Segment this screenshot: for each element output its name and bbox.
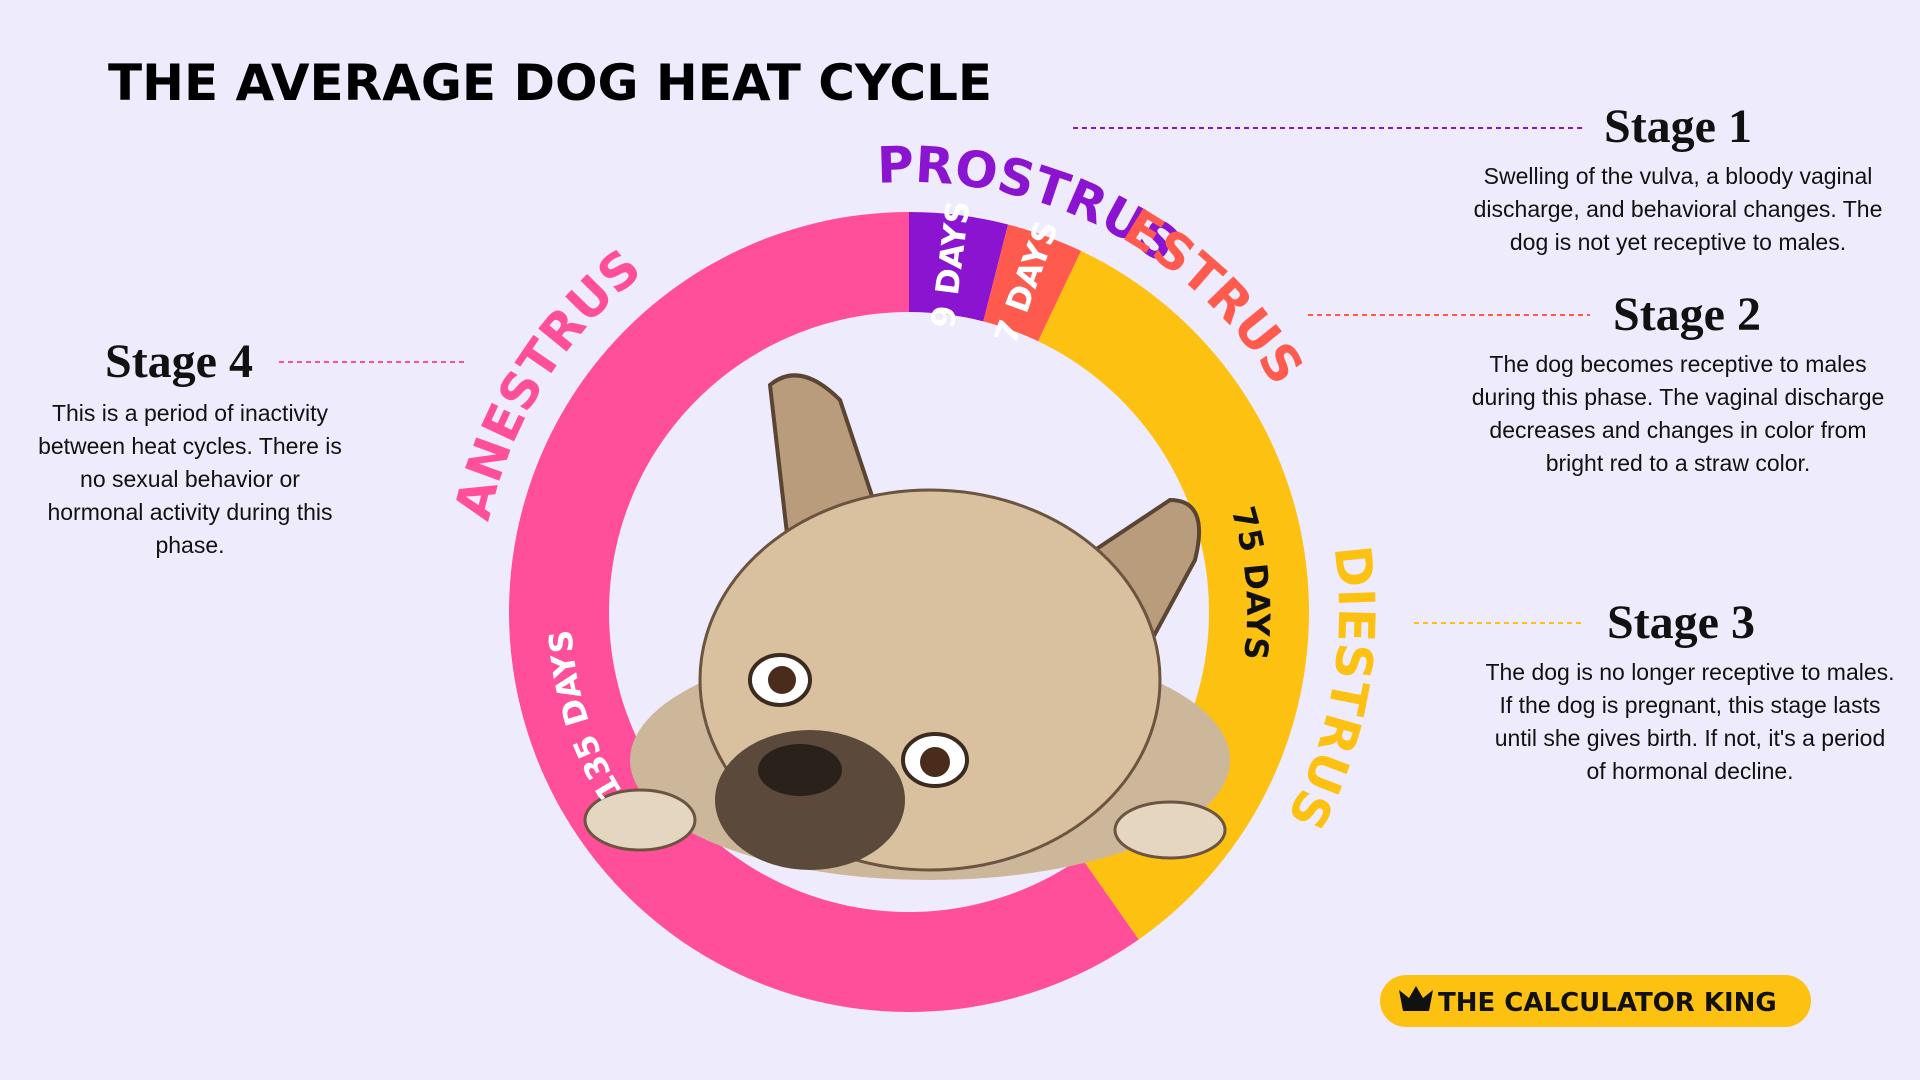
brand-name: THE CALCULATOR KING bbox=[1438, 988, 1777, 1018]
dog-nose bbox=[758, 744, 842, 796]
stage-heading: Stage 4 bbox=[105, 335, 253, 388]
dog-ear bbox=[1077, 497, 1202, 685]
stage-description: hormonal activity during this bbox=[47, 499, 332, 525]
stage-description: dog is not yet receptive to males. bbox=[1510, 229, 1846, 255]
stage-description: discharge, and behavioral changes. The bbox=[1474, 196, 1883, 222]
chart-title: THE AVERAGE DOG HEAT CYCLE bbox=[108, 54, 992, 112]
stage-heading: Stage 2 bbox=[1613, 288, 1761, 341]
stage-description: The dog is no longer receptive to males. bbox=[1485, 659, 1894, 685]
donut-segment bbox=[983, 224, 1082, 342]
dog-illustration bbox=[583, 373, 1230, 880]
brand-background bbox=[1380, 975, 1811, 1027]
stage-description: decreases and changes in color from bbox=[1489, 417, 1866, 443]
stage-description: during this phase. The vaginal discharge bbox=[1472, 384, 1885, 410]
dog-paw bbox=[583, 788, 697, 852]
stage-description: of hormonal decline. bbox=[1586, 758, 1793, 784]
dog-pupil bbox=[920, 747, 950, 777]
stage-heading: Stage 3 bbox=[1607, 596, 1755, 649]
stage-description: bright red to a straw color. bbox=[1546, 450, 1811, 476]
stage-heading: Stage 1 bbox=[1604, 100, 1752, 153]
stage-description: no sexual behavior or bbox=[80, 466, 300, 492]
stage-description: phase. bbox=[155, 532, 224, 558]
stage-description: Swelling of the vulva, a bloody vaginal bbox=[1484, 163, 1873, 189]
brand-badge: THE CALCULATOR KING bbox=[1380, 975, 1811, 1027]
stage-description: This is a period of inactivity bbox=[52, 400, 329, 426]
stage-description: If the dog is pregnant, this stage lasts bbox=[1499, 692, 1880, 718]
dog-pupil bbox=[768, 666, 796, 694]
crown-icon bbox=[1399, 986, 1433, 1011]
donut-segment bbox=[909, 212, 1009, 322]
dog-paw bbox=[1113, 800, 1227, 860]
donut-segment bbox=[1038, 250, 1309, 940]
stages: Stage 1 Swelling of the vulva, a bloody v… bbox=[38, 100, 1894, 784]
stage-description: until she gives birth. If not, it's a pe… bbox=[1495, 725, 1885, 751]
stage-description: between heat cycles. There is bbox=[38, 433, 342, 459]
stage-description: The dog becomes receptive to males bbox=[1489, 351, 1866, 377]
